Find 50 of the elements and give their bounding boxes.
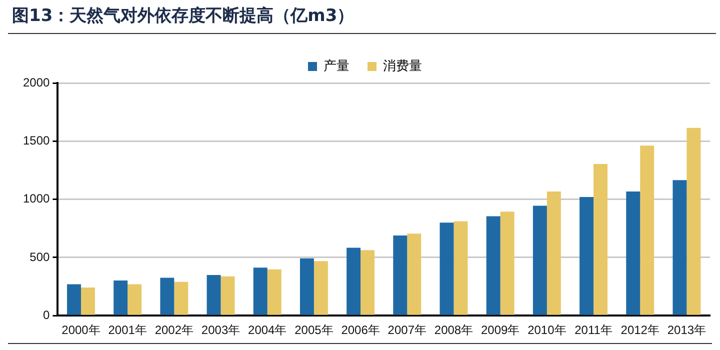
bar: [314, 261, 328, 315]
x-tick-label: 2006年: [341, 323, 380, 338]
bar: [80, 287, 95, 315]
legend-label: 产量: [324, 58, 350, 74]
bar: [206, 275, 221, 315]
bar: [686, 128, 701, 315]
bar: [532, 206, 547, 315]
bar: [67, 284, 81, 315]
y-tick-label: 1000: [22, 192, 50, 206]
bar: [360, 250, 375, 315]
x-tick-label: 2000年: [62, 323, 100, 338]
bar: [393, 235, 408, 315]
bar: [346, 248, 361, 315]
x-tick-label: 2008年: [434, 323, 474, 338]
bar: [454, 221, 468, 315]
bar: [500, 212, 514, 315]
bar: [486, 216, 500, 315]
bar: [672, 180, 687, 315]
x-tick-label: 2007年: [388, 323, 426, 338]
bar: [128, 284, 142, 315]
x-tick-label: 2005年: [294, 323, 334, 338]
bar: [114, 280, 128, 315]
bar: [267, 269, 282, 315]
x-tick-label: 2010年: [528, 323, 566, 338]
y-tick-label: 500: [30, 250, 50, 264]
bar: [407, 234, 422, 315]
x-tick-label: 2003年: [201, 323, 240, 338]
y-tick-label: 1500: [22, 133, 50, 148]
bar: [626, 192, 640, 315]
bar: [253, 268, 268, 315]
bar: [594, 164, 608, 315]
x-tick-label: 2011年: [574, 323, 612, 338]
chart-title: 图13：天然气对外依存度不断提高（亿m3）: [8, 4, 716, 34]
legend-label: 消费量: [383, 58, 422, 74]
bar: [174, 282, 188, 315]
bar: [580, 196, 594, 315]
bar: [220, 276, 235, 315]
x-tick-label: 2012年: [620, 323, 660, 338]
x-tick-label: 2013年: [667, 323, 706, 338]
y-tick-label: 2000: [22, 75, 50, 90]
bar: [640, 146, 654, 315]
y-tick-label: 0: [43, 308, 50, 322]
bar: [160, 278, 174, 315]
bar: [440, 222, 454, 315]
x-tick-label: 2004年: [248, 323, 287, 338]
x-tick-label: 2001年: [108, 323, 147, 338]
x-tick-label: 2009年: [480, 323, 520, 338]
x-tick-label: 2002年: [154, 323, 194, 338]
bar: [300, 258, 314, 315]
bar: [546, 192, 561, 315]
